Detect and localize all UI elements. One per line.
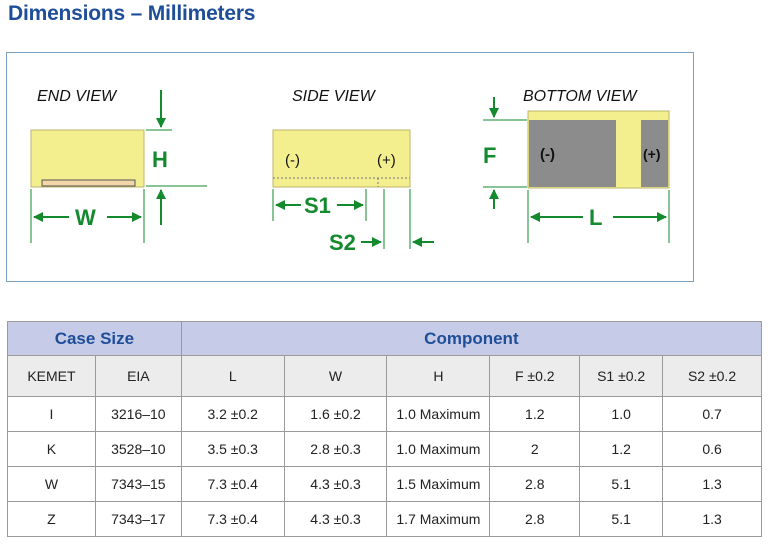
column-header: S2 ±0.2: [662, 355, 762, 397]
side-pos-label: (+): [377, 152, 396, 169]
table-cell: 2.8: [489, 466, 581, 502]
table-cell: 5.1: [579, 466, 664, 502]
table-cell: 3.2 ±0.2: [180, 396, 285, 432]
column-header: L: [180, 355, 285, 397]
bottom-neg-terminal: [529, 120, 616, 187]
table-cell: 7.3 ±0.4: [180, 501, 285, 537]
table-row: Z 7343–17 7.3 ±0.4 4.3 ±0.3 1.7 Maximum …: [7, 501, 762, 537]
table-cell: 1.2: [489, 396, 581, 432]
f-label: F: [483, 143, 496, 168]
table-cell: 1.0 Maximum: [386, 396, 491, 432]
table-cell: 1.0: [579, 396, 664, 432]
dimensions-table: Case Size Component KEMET EIA L W H F ±0…: [7, 321, 763, 537]
table-cell: 7343–17: [94, 501, 182, 537]
table-cell: 2.8: [489, 501, 581, 537]
table-cell: 3216–10: [94, 396, 182, 432]
table-cell: 4.3 ±0.3: [283, 466, 388, 502]
table-cell: 1.0 Maximum: [386, 431, 491, 467]
bottom-neg-label: (-): [540, 146, 555, 163]
table-cell: 0.7: [662, 396, 762, 432]
table-cell: 1.7 Maximum: [386, 501, 491, 537]
dimension-drawing: END VIEW H W SIDE VIEW (-) (+): [30, 88, 670, 255]
table-cell: Z: [7, 501, 96, 537]
dimension-diagram: END VIEW H W SIDE VIEW (-) (+): [6, 52, 694, 282]
h-label: H: [152, 147, 168, 172]
group-header-row: Case Size Component: [7, 321, 763, 356]
s1-label: S1: [304, 193, 331, 218]
table-row: K 3528–10 3.5 ±0.3 2.8 ±0.3 1.0 Maximum …: [7, 431, 762, 467]
column-header: H: [386, 355, 491, 397]
table-cell: 7.3 ±0.4: [180, 466, 285, 502]
table-cell: 5.1: [579, 501, 664, 537]
table-cell: I: [7, 396, 96, 432]
component-header: Component: [180, 321, 763, 356]
table-cell: 2: [489, 431, 581, 467]
table-cell: 0.6: [662, 431, 762, 467]
column-header-row: KEMET EIA L W H F ±0.2 S1 ±0.2 S2 ±0.2: [7, 355, 762, 397]
table-cell: 1.6 ±0.2: [283, 396, 388, 432]
w-label: W: [75, 205, 96, 230]
table-cell: 1.3: [662, 466, 762, 502]
bottom-pos-terminal: [641, 120, 668, 187]
table-cell: W: [7, 466, 96, 502]
column-header: F ±0.2: [489, 355, 581, 397]
table-cell: 3.5 ±0.3: [180, 431, 285, 467]
s2-label: S2: [329, 230, 356, 255]
end-view-label: END VIEW: [37, 88, 118, 105]
end-view-terminal: [41, 179, 136, 187]
side-view-label: SIDE VIEW: [292, 88, 377, 105]
table-row: W 7343–15 7.3 ±0.4 4.3 ±0.3 1.5 Maximum …: [7, 466, 762, 502]
side-view: SIDE VIEW (-) (+) S1 S2: [272, 88, 434, 255]
table-cell: 4.3 ±0.3: [283, 501, 388, 537]
side-neg-label: (-): [285, 152, 300, 169]
end-view: END VIEW H W: [30, 88, 207, 243]
bottom-view: BOTTOM VIEW (-) (+) F L: [483, 88, 670, 243]
bottom-pos-label: (+): [643, 146, 661, 162]
l-label: L: [589, 205, 602, 230]
column-header: S1 ±0.2: [579, 355, 664, 397]
table-cell: 2.8 ±0.3: [283, 431, 388, 467]
end-view-body: [30, 129, 145, 188]
table-cell: 1.5 Maximum: [386, 466, 491, 502]
table-cell: 3528–10: [94, 431, 182, 467]
table-row: I 3216–10 3.2 ±0.2 1.6 ±0.2 1.0 Maximum …: [7, 396, 762, 432]
table-cell: 1.2: [579, 431, 664, 467]
page-title: Dimensions – Millimeters: [8, 2, 256, 25]
bottom-view-label: BOTTOM VIEW: [523, 88, 638, 105]
table-cell: K: [7, 431, 96, 467]
case-size-header: Case Size: [7, 321, 182, 356]
table-cell: 7343–15: [94, 466, 182, 502]
table-cell: 1.3: [662, 501, 762, 537]
column-header: W: [283, 355, 388, 397]
column-header: EIA: [94, 355, 182, 397]
column-header: KEMET: [7, 355, 96, 397]
